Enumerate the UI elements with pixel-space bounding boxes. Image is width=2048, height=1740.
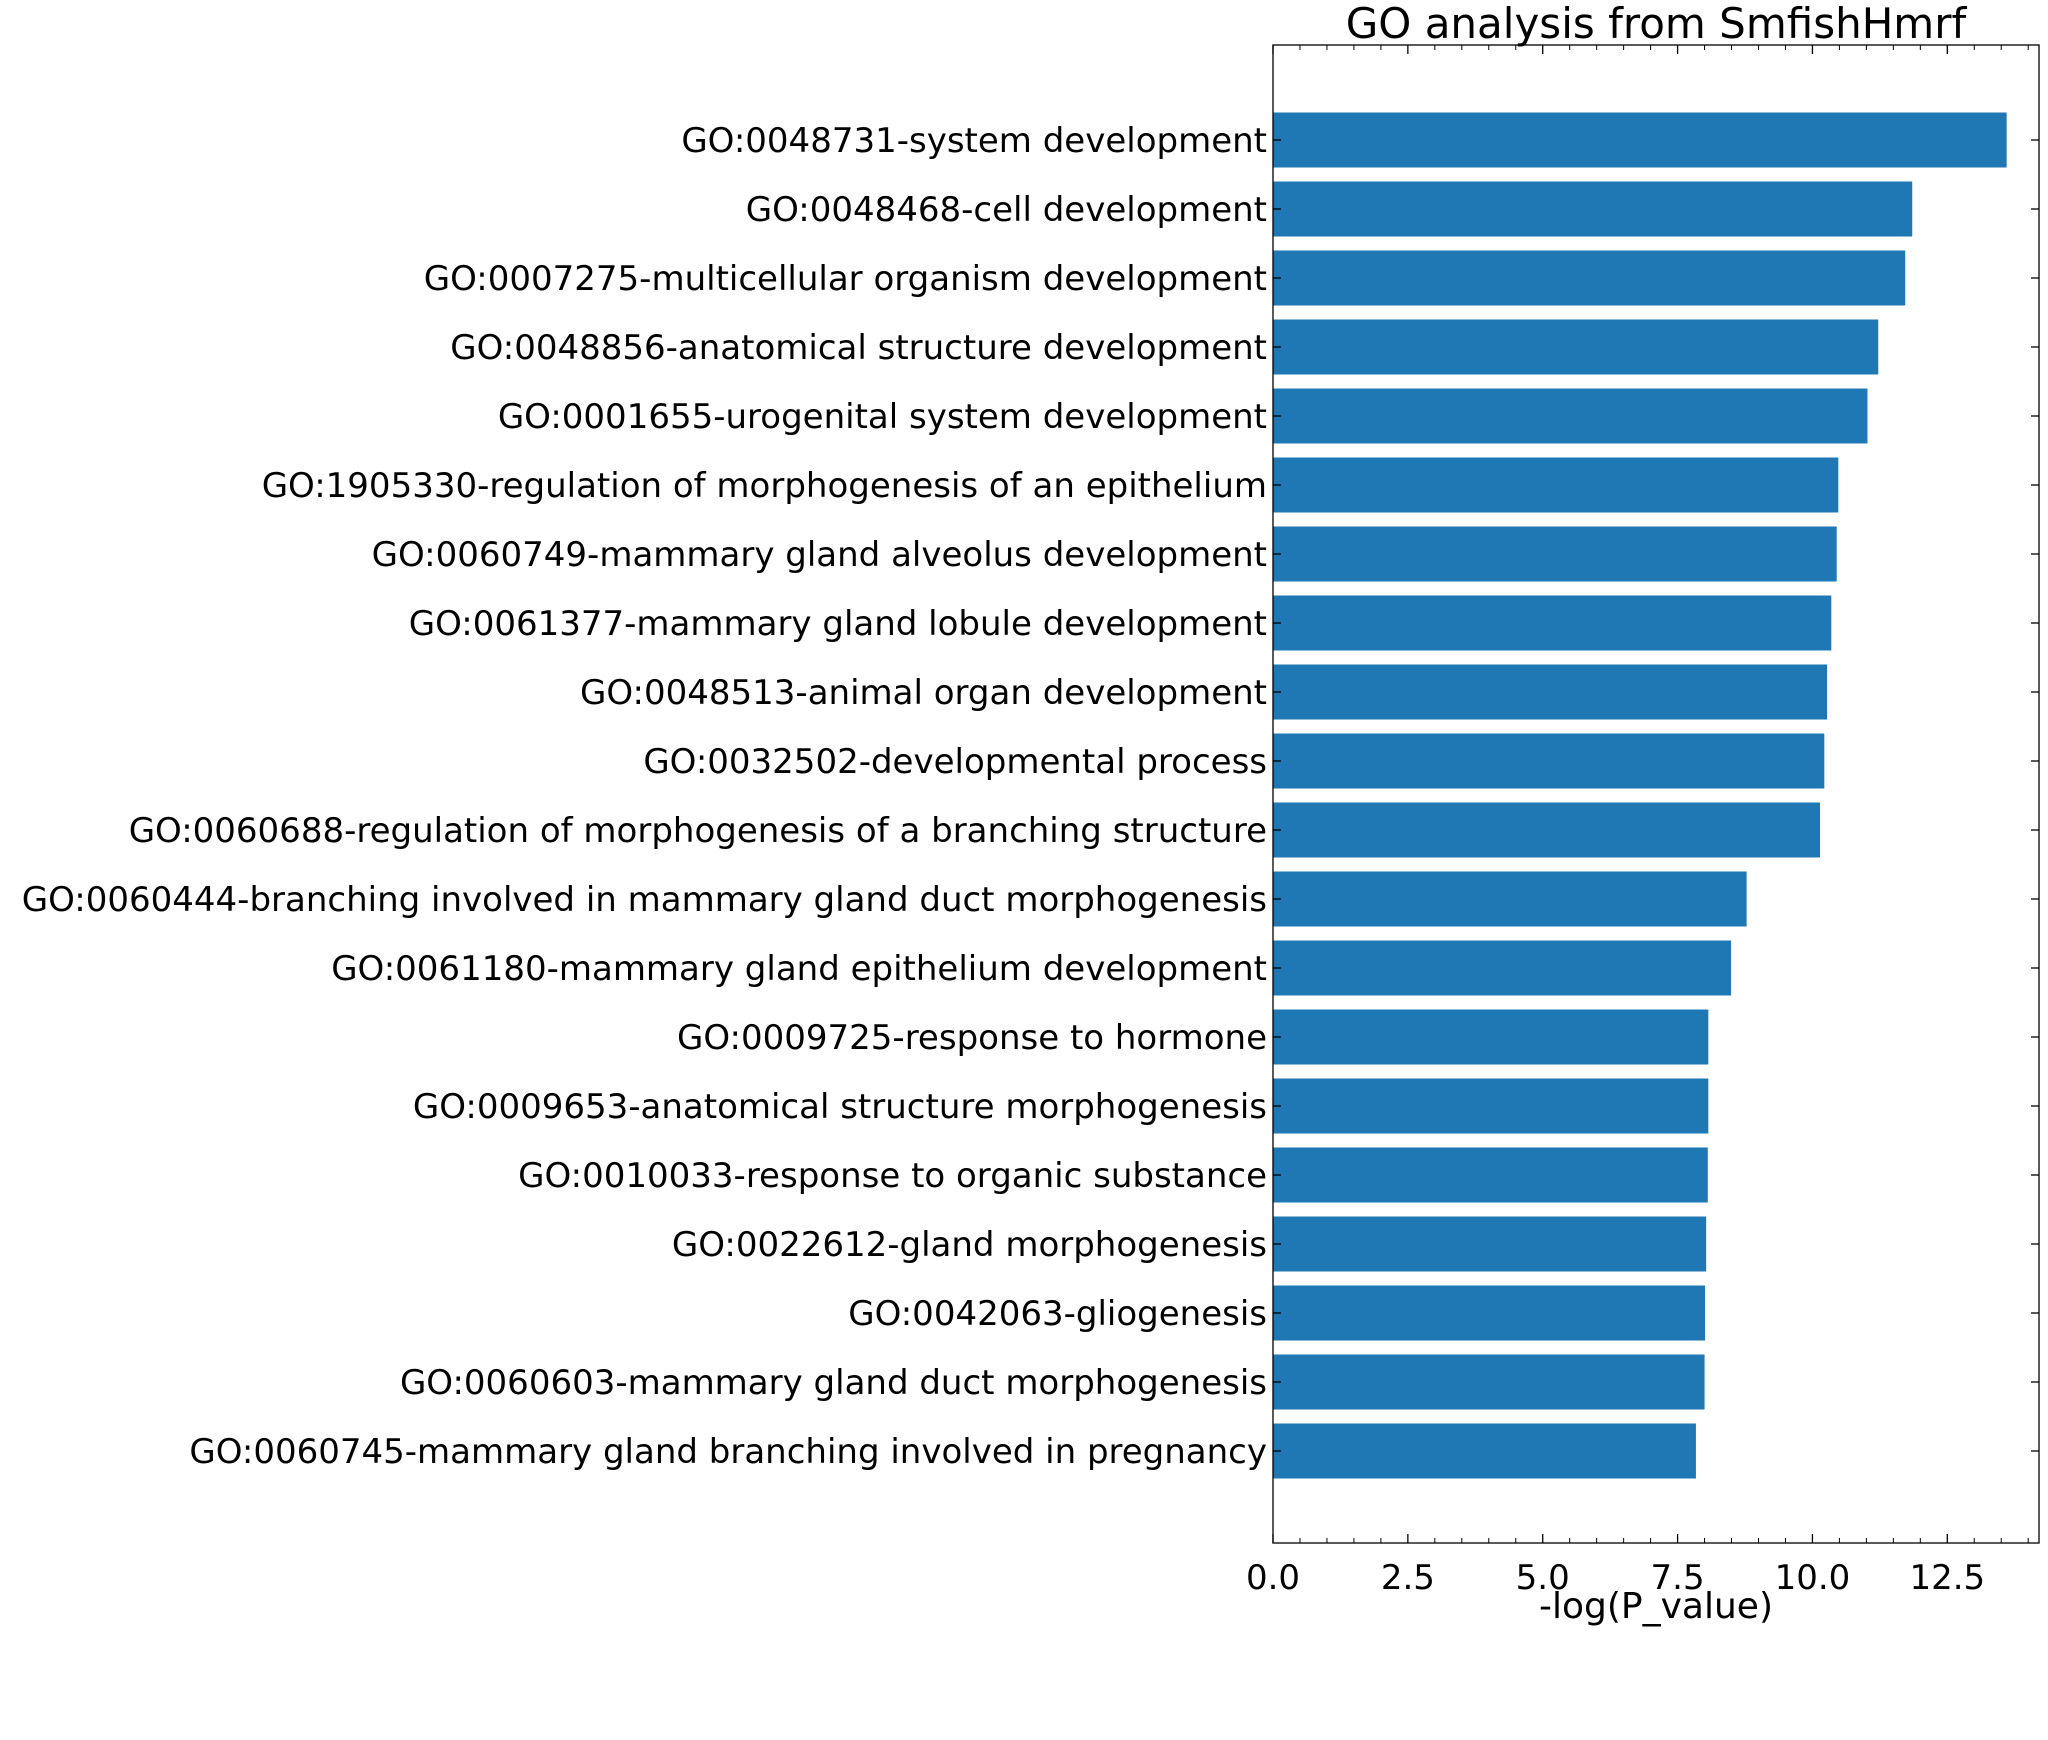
chart-title: GO analysis from SmfishHmrf <box>1346 0 1968 48</box>
category-label: GO:0009725-response to hormone <box>677 1018 1267 1058</box>
x-tick-label: 7.5 <box>1651 1558 1705 1598</box>
category-label: GO:0061377-mammary gland lobule developm… <box>409 604 1267 644</box>
bar <box>1273 1147 1708 1203</box>
x-tick-label: 2.5 <box>1381 1558 1435 1598</box>
category-label: GO:0009653-anatomical structure morphoge… <box>413 1087 1267 1127</box>
category-label: GO:0010033-response to organic substance <box>518 1156 1267 1196</box>
category-label: GO:0060745-mammary gland branching invol… <box>189 1432 1267 1472</box>
category-label: GO:1905330-regulation of morphogenesis o… <box>262 466 1267 506</box>
category-label: GO:0048856-anatomical structure developm… <box>450 328 1267 368</box>
bar <box>1273 871 1747 927</box>
bar <box>1273 664 1828 720</box>
category-label: GO:0060749-mammary gland alveolus develo… <box>372 535 1267 575</box>
bar <box>1273 733 1825 789</box>
category-label: GO:0007275-multicellular organism develo… <box>424 259 1267 299</box>
x-tick-label: 12.5 <box>1909 1558 1985 1598</box>
category-labels: GO:0048731-system development GO:0048468-… <box>22 121 1267 1472</box>
y-axis-ticks <box>1273 139 2039 1452</box>
category-label: GO:0022612-gland morphogenesis <box>672 1225 1267 1265</box>
bar <box>1273 526 1837 582</box>
bar <box>1273 457 1839 513</box>
category-label: GO:0060688-regulation of morphogenesis o… <box>129 811 1267 851</box>
category-label: GO:0048731-system development <box>681 121 1267 161</box>
plot-frame <box>1272 44 2040 1544</box>
bars-layer <box>1273 112 2007 1479</box>
x-axis-title: -log(P_value) <box>1539 1586 1773 1627</box>
bar <box>1273 1078 1709 1134</box>
x-tick-label: 0.0 <box>1246 1558 1300 1598</box>
x-axis-ticks: 0.0 2.5 5.0 7.5 10.0 12.5 <box>1246 45 2029 1598</box>
category-label: GO:0001655-urogenital system development <box>498 397 1267 437</box>
bar <box>1273 802 1820 858</box>
category-label: GO:0032502-developmental process <box>643 742 1267 782</box>
bar <box>1273 1285 1706 1341</box>
x-tick-label: 10.0 <box>1775 1558 1851 1598</box>
category-label: GO:0060444-branching involved in mammary… <box>22 880 1267 920</box>
bar <box>1273 595 1832 651</box>
category-label: GO:0042063-gliogenesis <box>848 1294 1267 1334</box>
bar <box>1273 1423 1696 1479</box>
x-tick-label: 5.0 <box>1516 1558 1570 1598</box>
bar <box>1273 940 1731 996</box>
category-label: GO:0048513-animal organ development <box>580 673 1267 713</box>
bar <box>1273 1216 1707 1272</box>
bar <box>1273 1354 1705 1410</box>
category-label: GO:0060603-mammary gland duct morphogene… <box>400 1363 1267 1403</box>
category-label: GO:0061180-mammary gland epithelium deve… <box>331 949 1267 989</box>
bar <box>1273 388 1868 444</box>
bar <box>1273 181 1913 237</box>
bar <box>1273 250 1906 306</box>
bar <box>1273 319 1879 375</box>
bar <box>1273 1009 1709 1065</box>
bar <box>1273 112 2007 168</box>
category-label: GO:0048468-cell development <box>746 190 1267 230</box>
